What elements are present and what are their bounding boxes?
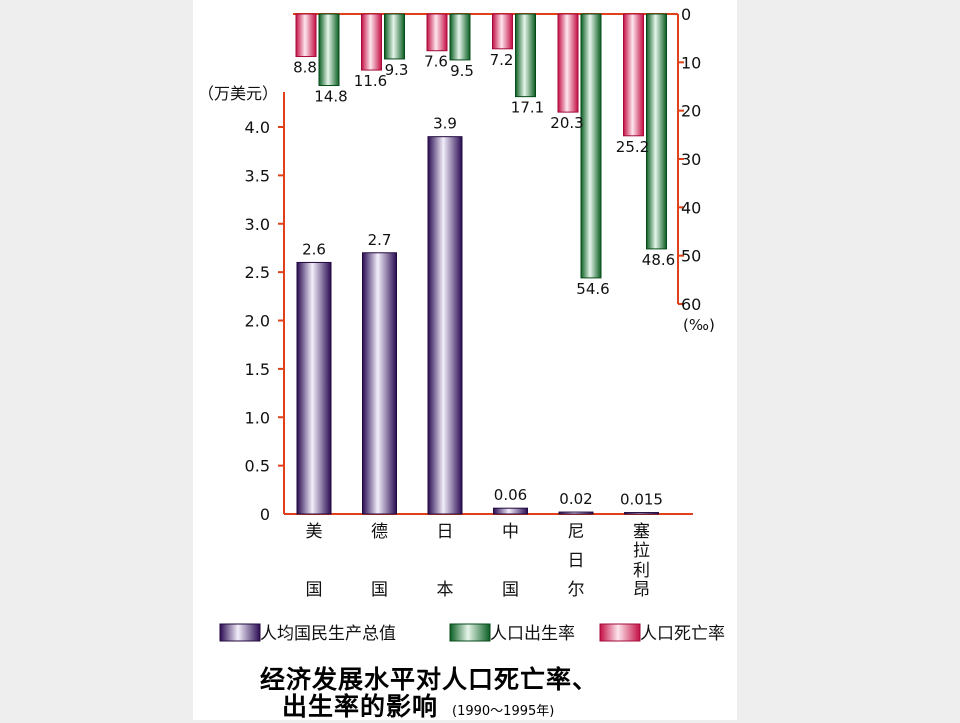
birth-value-label: 9.3 — [385, 61, 409, 79]
left-tick-label: 0 — [260, 505, 270, 524]
death-value-label: 7.6 — [424, 53, 448, 71]
left-tick-label: 3.0 — [245, 215, 270, 234]
category-label: 国 — [306, 580, 323, 600]
gnp-value-label: 2.6 — [302, 240, 326, 258]
birth-value-label: 9.5 — [450, 62, 474, 80]
category-label: 国 — [371, 580, 388, 600]
bar-death-rate — [361, 13, 382, 71]
chart-caption-line2-title: 出生率的影响 — [282, 692, 439, 721]
bar-birth-rate — [580, 13, 602, 279]
bar-gnp — [427, 136, 463, 515]
right-tick-label: 40 — [681, 198, 701, 217]
birth-value-label: 17.1 — [511, 99, 544, 117]
gnp-value-label: 0.015 — [620, 491, 663, 509]
category-label: 日 — [568, 551, 585, 571]
bar-birth-rate — [318, 13, 340, 87]
death-value-label: 20.3 — [550, 114, 583, 132]
legend-item-gnp-label: 人均国民生产总值 — [260, 624, 396, 644]
chart-caption-line1: 经济发展水平对人口死亡率、 — [260, 665, 599, 694]
right-tick-label: 30 — [681, 150, 701, 169]
chart-caption-years: (1990～1995年) — [452, 704, 555, 719]
right-tick-label: 10 — [681, 53, 701, 72]
right-tick-label: 20 — [681, 102, 701, 121]
left-tick-label: 1.0 — [245, 408, 270, 427]
birth-value-label: 14.8 — [314, 88, 347, 106]
bar-gnp — [624, 512, 659, 515]
legend-item-death-rate-label: 人口死亡率 — [640, 624, 725, 644]
right-tick-label: 0 — [681, 5, 691, 24]
category-label: 国 — [502, 580, 519, 600]
legend-item-birth-rate-label: 人口出生率 — [490, 624, 575, 644]
bar-birth-rate — [515, 13, 536, 98]
category-label: 德 — [371, 522, 388, 542]
category-label: 尔 — [568, 580, 585, 600]
death-value-label: 25.2 — [616, 138, 649, 156]
category-label: 昂 — [633, 580, 650, 600]
category-label: 美 — [306, 522, 323, 542]
category-label: 利 — [633, 561, 650, 581]
category-label: 塞 — [633, 522, 650, 542]
category-label: 拉 — [633, 541, 650, 561]
left-tick-label: 0.5 — [245, 457, 270, 476]
death-value-label: 7.2 — [490, 51, 514, 69]
bar-gnp — [493, 507, 528, 515]
category-label: 尼 — [568, 522, 585, 542]
birth-value-label: 54.6 — [576, 280, 609, 298]
left-tick-label: 4.0 — [245, 118, 270, 137]
bar-birth-rate — [384, 13, 405, 60]
bar-gnp — [362, 252, 397, 515]
left-tick-label: 2.5 — [245, 263, 270, 282]
legend-item-birth-rate-swatch — [449, 623, 491, 642]
bar-death-rate — [492, 13, 513, 50]
bar-gnp — [296, 261, 332, 515]
bar-death-rate — [557, 13, 579, 113]
bar-birth-rate — [646, 13, 667, 250]
death-value-label: 8.8 — [293, 59, 317, 77]
gnp-value-label: 0.02 — [559, 490, 592, 508]
gnp-value-label: 3.9 — [433, 115, 457, 133]
legend-item-death-rate-swatch — [599, 623, 641, 642]
left-axis-unit: （万美元） — [198, 84, 278, 103]
category-label: 日 — [437, 522, 454, 542]
birth-value-label: 48.6 — [642, 251, 675, 269]
gnp-value-label: 0.06 — [494, 486, 527, 504]
bar-death-rate — [623, 13, 644, 137]
left-tick-label: 2.0 — [245, 312, 270, 331]
right-axis-unit: (‰) — [683, 316, 715, 334]
bar-death-rate — [295, 13, 317, 58]
left-tick-label: 3.5 — [245, 166, 270, 185]
death-value-label: 11.6 — [354, 72, 387, 90]
category-label: 中 — [502, 522, 519, 542]
bar-death-rate — [426, 13, 448, 52]
gnp-value-label: 2.7 — [368, 231, 392, 249]
legend-item-gnp-swatch — [219, 623, 261, 642]
bar-gnp — [558, 511, 594, 515]
left-tick-label: 1.5 — [245, 360, 270, 379]
right-tick-label: 50 — [681, 247, 701, 266]
chart-caption-line2: 出生率的影响 (1990～1995年) — [282, 687, 826, 723]
category-label: 本 — [437, 580, 454, 600]
bar-birth-rate — [449, 13, 471, 61]
right-tick-label: 60 — [681, 295, 701, 314]
